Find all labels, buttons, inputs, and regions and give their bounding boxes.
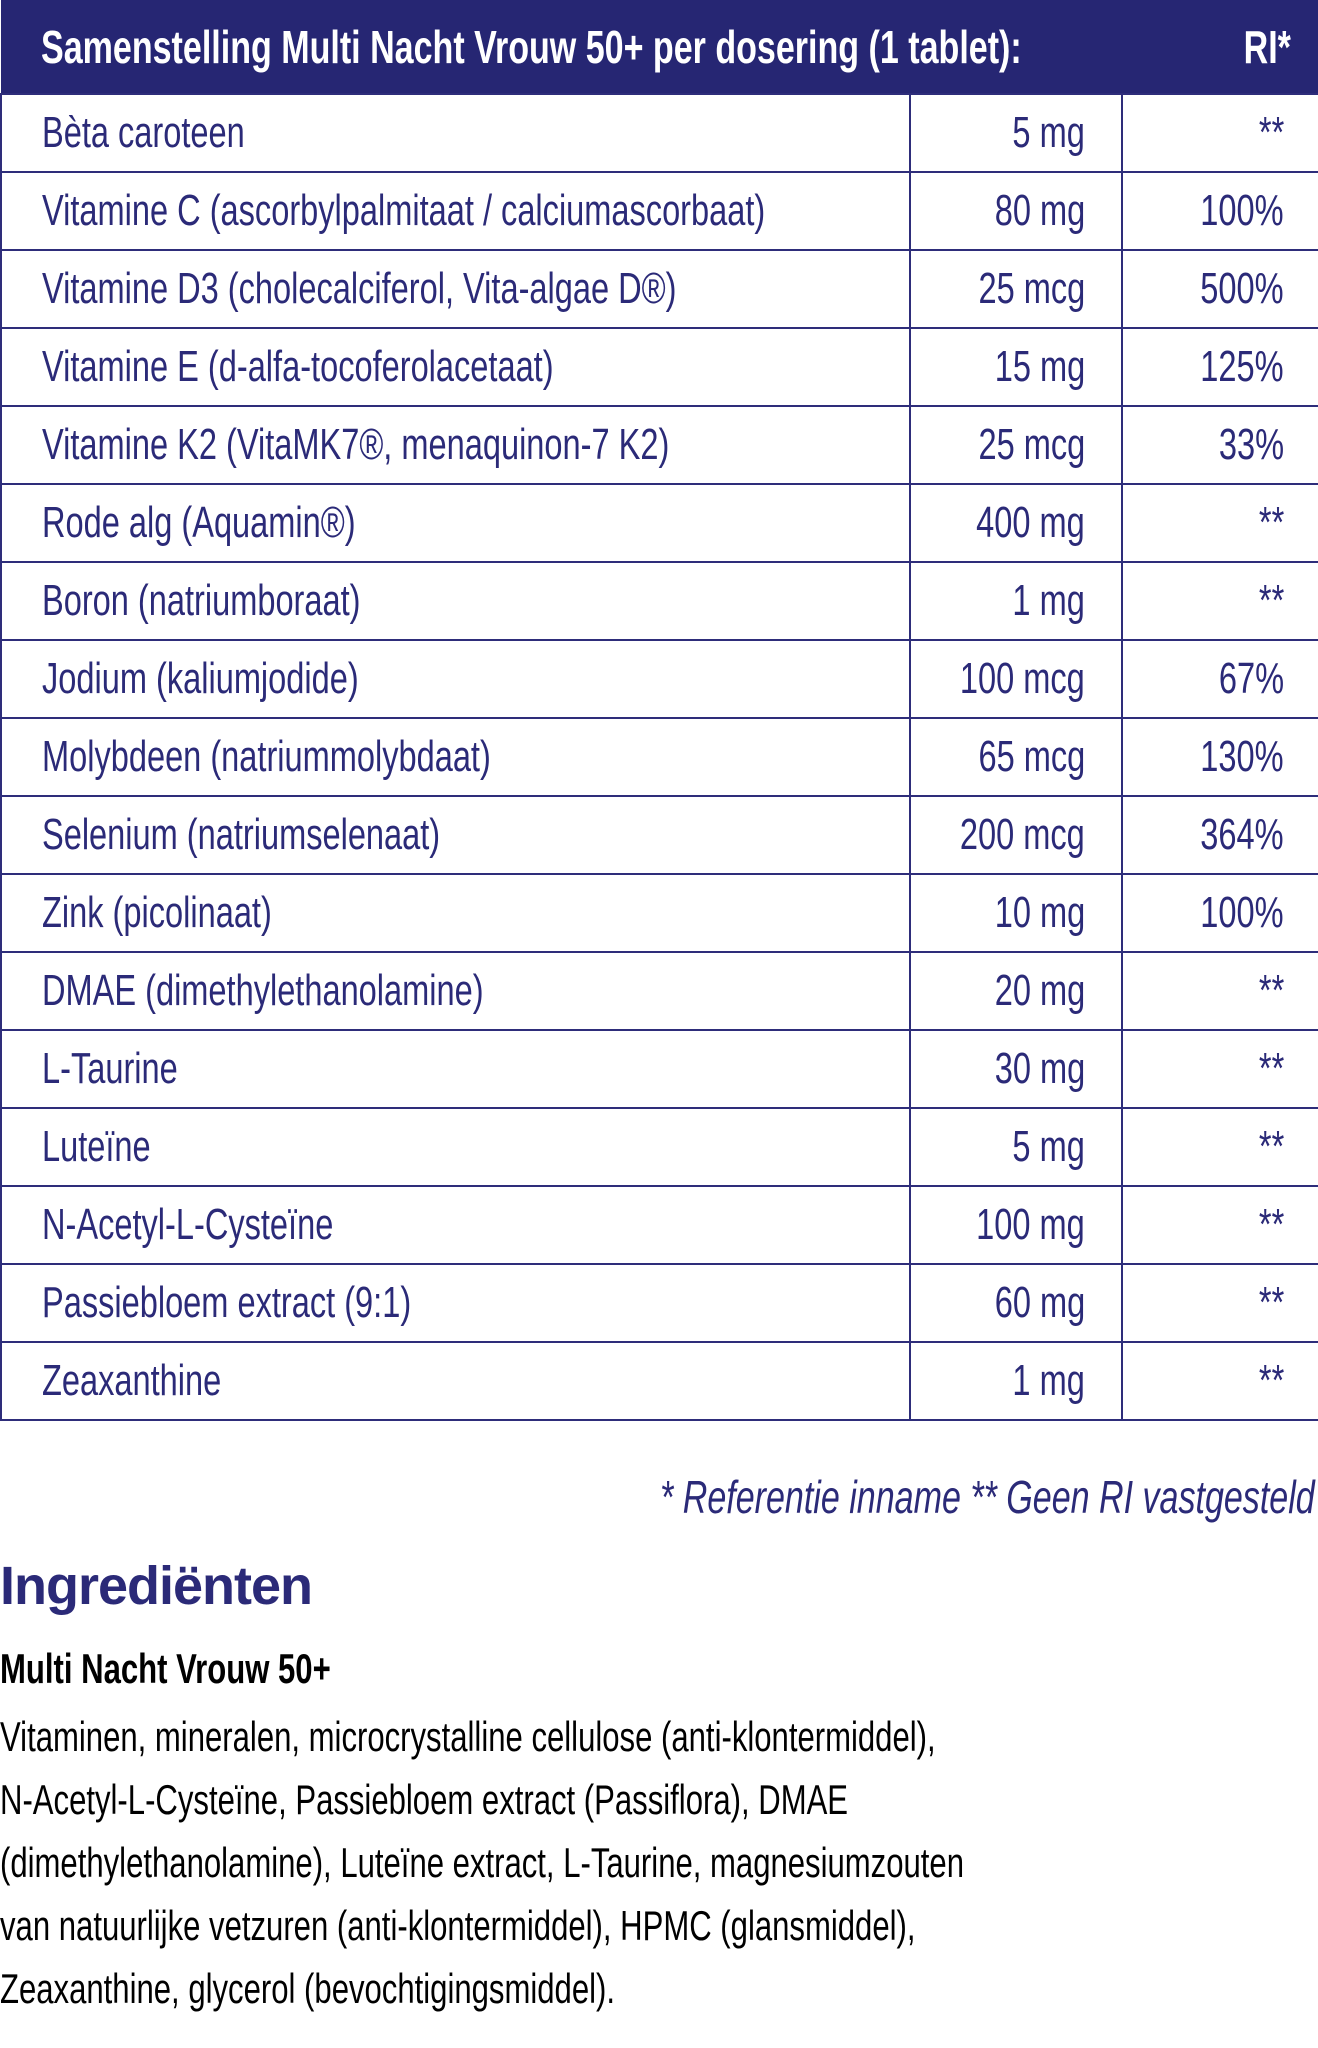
nutrient-amount: 5 mg [1012,1122,1085,1171]
nutrient-amount: 30 mg [994,1044,1085,1093]
table-row: Zink (picolinaat) 10 mg 100% [0,873,1318,953]
footnote: * Referentie inname ** Geen RI vastgeste… [660,1471,1315,1523]
nutrient-ri: 67% [1218,654,1284,703]
table-row: Vitamine K2 (VitaMK7®, menaquinon-7 K2) 2… [0,405,1318,485]
ingredients-line: Zeaxanthine, glycerol (bevochtigingsmidd… [0,1965,616,2012]
table-row: DMAE (dimethylethanolamine) 20 mg ** [0,951,1318,1031]
nutrient-amount: 200 mcg [960,810,1085,859]
nutrient-amount: 25 mcg [978,264,1085,313]
table-row: N-Acetyl-L-Cysteïne 100 mg ** [0,1185,1318,1265]
nutrient-name: Bèta caroteen [42,108,245,157]
nutrient-name: Vitamine K2 (VitaMK7®, menaquinon-7 K2) [42,420,670,469]
nutrient-name: Vitamine E (d-alfa-tocoferolacetaat) [42,342,554,391]
nutrient-ri: 33% [1218,420,1284,469]
ingredients-text: Vitaminen, mineralen, microcrystalline c… [0,1705,1318,2020]
nutrient-name: Boron (natriumboraat) [42,576,361,625]
table-row: Vitamine D3 (cholecalciferol, Vita-algae… [0,249,1318,329]
nutrient-name: Selenium (natriumselenaat) [42,810,441,859]
ingredients-line: Vitaminen, mineralen, microcrystalline c… [0,1713,936,1760]
nutrient-amount: 400 mg [976,498,1085,547]
nutrient-name: Vitamine D3 (cholecalciferol, Vita-algae… [42,264,677,313]
nutrient-ri: ** [1258,576,1284,625]
nutrient-name: Passiebloem extract (9:1) [42,1278,412,1327]
nutrient-amount: 1 mg [1012,576,1085,625]
table-title: Samenstelling Multi Nacht Vrouw 50+ per … [41,20,1022,73]
nutrient-amount: 15 mg [994,342,1085,391]
nutrient-name: Vitamine C (ascorbylpalmitaat / calciuma… [42,186,766,235]
nutrient-ri: ** [1258,966,1284,1015]
nutrient-name: Molybdeen (natriummolybdaat) [42,732,491,781]
nutrient-name: Jodium (kaliumjodide) [42,654,359,703]
nutrient-amount: 100 mg [976,1200,1085,1249]
nutrient-ri: ** [1258,1200,1284,1249]
nutrient-ri: ** [1258,1044,1284,1093]
ri-header: RI* [1243,20,1291,73]
nutrient-ri: 100% [1200,888,1284,937]
nutrient-amount: 60 mg [994,1278,1085,1327]
nutrient-name: N-Acetyl-L-Cysteïne [42,1200,334,1249]
table-row: Rode alg (Aquamin®) 400 mg ** [0,483,1318,563]
nutrient-amount: 100 mcg [960,654,1085,703]
nutrient-amount: 65 mcg [978,732,1085,781]
nutrient-ri: 130% [1200,732,1284,781]
table-header: Samenstelling Multi Nacht Vrouw 50+ per … [1,0,1318,94]
nutrient-amount: 5 mg [1012,108,1085,157]
nutrient-name: Rode alg (Aquamin®) [42,498,356,547]
nutrient-name: L-Taurine [42,1044,178,1093]
nutrient-amount: 80 mg [994,186,1085,235]
ingredients-line: van natuurlijke vetzuren (anti-klontermi… [0,1902,916,1949]
table-row: Boron (natriumboraat) 1 mg ** [0,561,1318,641]
nutrient-ri: ** [1258,1122,1284,1171]
table-row: Bèta caroteen 5 mg ** [0,93,1318,173]
table-row: Vitamine C (ascorbylpalmitaat / calciuma… [0,171,1318,251]
nutrient-amount: 25 mcg [978,420,1085,469]
table-row: Jodium (kaliumjodide) 100 mcg 67% [0,639,1318,719]
table-row: Selenium (natriumselenaat) 200 mcg 364% [0,795,1318,875]
ingredients-line: N-Acetyl-L-Cysteïne, Passiebloem extract… [0,1776,849,1823]
nutrient-name: Zeaxanthine [42,1356,222,1405]
table-row: Vitamine E (d-alfa-tocoferolacetaat) 15 m… [0,327,1318,407]
ingredients-line: (dimethylethanolamine), Luteïne extract,… [0,1839,965,1886]
nutrient-name: Zink (picolinaat) [42,888,272,937]
nutrient-ri: ** [1258,108,1284,157]
ingredients-heading: Ingrediënten [0,1556,313,1616]
nutrient-amount: 20 mg [994,966,1085,1015]
table-row: L-Taurine 30 mg ** [0,1029,1318,1109]
nutrient-name: DMAE (dimethylethanolamine) [42,966,484,1015]
table-row: Zeaxanthine 1 mg ** [0,1341,1318,1421]
nutrient-ri: ** [1258,498,1284,547]
nutrient-ri: 125% [1200,342,1284,391]
table-row: Molybdeen (natriummolybdaat) 65 mcg 130% [0,717,1318,797]
nutrient-ri: 100% [1200,186,1284,235]
nutrient-name: Luteïne [42,1122,151,1171]
nutrient-ri: 364% [1200,810,1284,859]
table-row: Luteïne 5 mg ** [0,1107,1318,1187]
table-row: Passiebloem extract (9:1) 60 mg ** [0,1263,1318,1343]
nutrient-ri: ** [1258,1356,1284,1405]
nutrient-amount: 1 mg [1012,1356,1085,1405]
composition-table: Samenstelling Multi Nacht Vrouw 50+ per … [0,0,1318,1421]
ingredients-product: Multi Nacht Vrouw 50+ [0,1645,331,1692]
nutrient-amount: 10 mg [994,888,1085,937]
nutrient-ri: ** [1258,1278,1284,1327]
nutrient-ri: 500% [1200,264,1284,313]
